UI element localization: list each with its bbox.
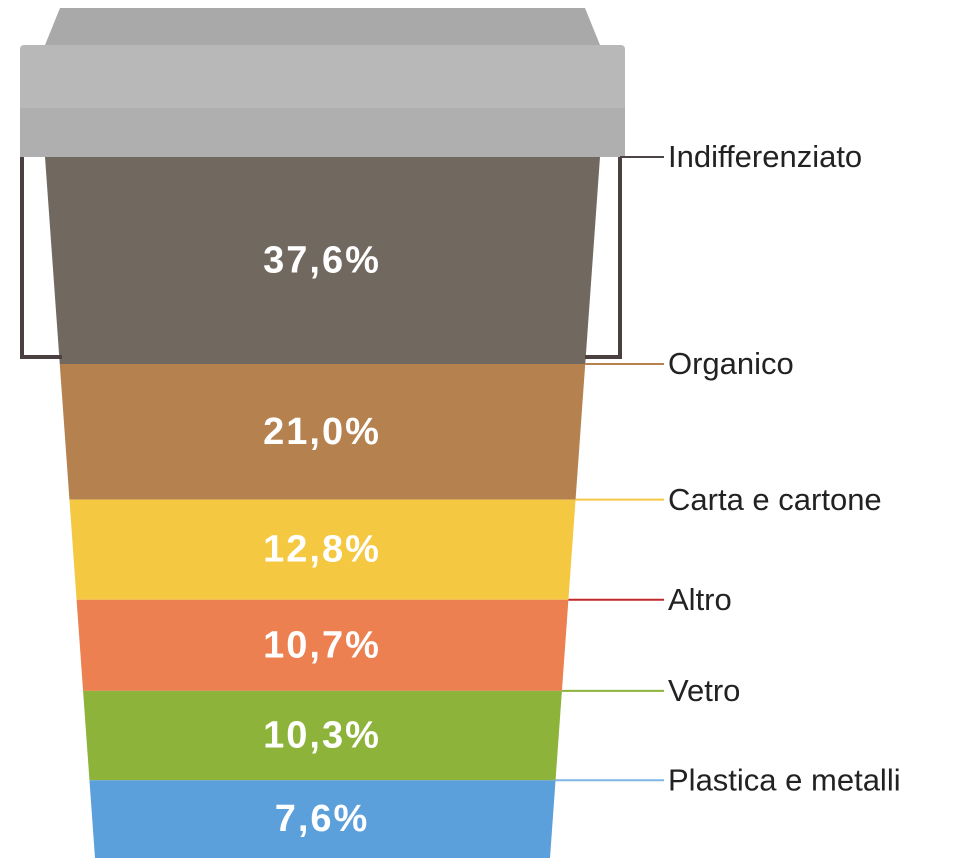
value-label: 10,3% bbox=[263, 715, 381, 757]
category-label: Indifferenziato bbox=[668, 139, 862, 174]
category-label: Vetro bbox=[668, 673, 740, 708]
value-label: 12,8% bbox=[263, 529, 381, 571]
value-label: 21,0% bbox=[263, 411, 381, 453]
chart: 37,6% Indifferenziato 21,0% Organico 12,8% Ca… bbox=[0, 0, 958, 859]
category-label: Plastica e metalli bbox=[668, 762, 901, 797]
bin-lid-top bbox=[45, 8, 600, 45]
value-label: 37,6% bbox=[263, 240, 381, 282]
value-label: 7,6% bbox=[275, 798, 370, 840]
category-label: Altro bbox=[668, 582, 732, 617]
category-label: Carta e cartone bbox=[668, 482, 882, 517]
value-label: 10,7% bbox=[263, 624, 381, 666]
category-label: Organico bbox=[668, 346, 794, 381]
bin-lid-rim bbox=[20, 108, 625, 157]
